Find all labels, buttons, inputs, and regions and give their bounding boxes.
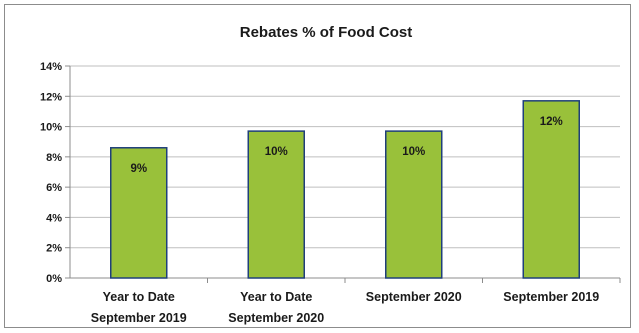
bar-3 [385,130,443,279]
y-tick-label: 14% [40,61,62,73]
data-label-1: 9% [130,163,147,175]
data-label-2: 10% [265,146,288,158]
y-tick-label: 6% [46,182,62,194]
data-label-4: 12% [540,116,563,128]
bar-2 [247,130,305,279]
y-tick-label: 4% [46,212,62,224]
x-tick-label-2: Year to Date September 2020 [228,290,324,325]
y-tick-label: 2% [46,243,62,255]
data-label-3: 10% [402,146,425,158]
bar-1 [110,147,168,279]
y-tick-label: 10% [40,122,62,134]
bar-4 [522,100,580,279]
x-tick-label-3: September 2020 [366,290,462,304]
y-tick-label: 0% [46,273,62,285]
chart-title: Rebates % of Food Cost [240,24,413,41]
x-tick-label-1: Year to Date September 2019 [91,290,187,325]
y-tick-label: 12% [40,91,62,103]
y-tick-label: 8% [46,152,62,164]
x-tick-label-4: September 2019 [503,290,599,304]
